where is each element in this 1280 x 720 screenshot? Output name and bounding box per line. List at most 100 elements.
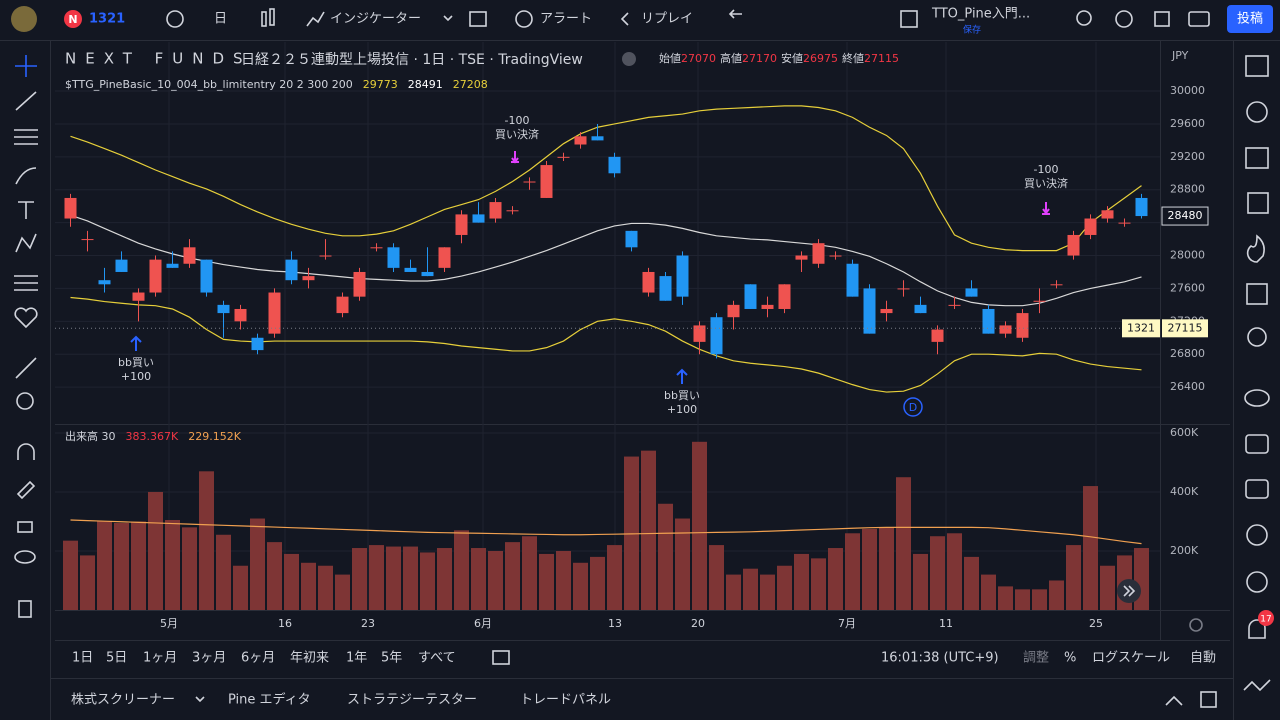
messages-icon[interactable]: [1245, 479, 1269, 499]
log-scale[interactable]: ログスケール: [1092, 651, 1170, 666]
interval[interactable]: 日: [214, 12, 227, 27]
candle-body: [540, 165, 553, 198]
tab-trade-panel[interactable]: トレードパネル: [520, 693, 611, 708]
axis-settings-icon[interactable]: [1189, 618, 1203, 632]
maximize-icon[interactable]: [1200, 691, 1217, 708]
range-button[interactable]: 1年: [346, 651, 367, 666]
alerts-icon[interactable]: [1246, 101, 1268, 123]
pattern-tool[interactable]: [15, 233, 37, 253]
fib-tool[interactable]: [14, 129, 38, 145]
calendar-icon[interactable]: [1246, 283, 1268, 305]
candle-body: [438, 247, 451, 268]
percent[interactable]: %: [1064, 651, 1076, 666]
settings-icon[interactable]: [1115, 10, 1133, 28]
range-button[interactable]: 年初来: [290, 651, 329, 666]
lock-draw-tool[interactable]: [16, 480, 36, 500]
candle-body: [1118, 222, 1131, 224]
text-tool[interactable]: [18, 201, 34, 219]
legend-title: 日経２２５連動型上場投信 · 1日 · TSE · TradingView: [241, 52, 583, 68]
range-button[interactable]: 5年: [381, 651, 402, 666]
snapshot-icon[interactable]: [1188, 11, 1210, 27]
brush-tool[interactable]: [15, 167, 37, 185]
left-toolbar: [14, 55, 38, 618]
volume-value: 383.367K: [126, 430, 179, 443]
x-tick-label: 23: [361, 617, 375, 630]
indicators[interactable]: インジケーター: [330, 12, 421, 27]
range-button[interactable]: 1ヶ月: [143, 651, 177, 666]
candle-body: [370, 247, 383, 249]
ideas-icon[interactable]: [1247, 327, 1267, 347]
legend-collapse[interactable]: [622, 52, 636, 66]
magnet-tool[interactable]: [17, 443, 35, 460]
favorites-tool[interactable]: [14, 307, 38, 329]
templates-icon[interactable]: [469, 11, 487, 27]
broadcast-icon[interactable]: [1246, 571, 1268, 593]
candle-body: [506, 210, 519, 212]
y-tick-label: 28800: [1170, 183, 1205, 196]
fullscreen-icon[interactable]: [1154, 11, 1170, 27]
candle-body: [234, 308, 247, 322]
lock-tool[interactable]: [17, 521, 33, 533]
layout-name[interactable]: TTO_Pine入門...: [931, 7, 1030, 22]
volume-bar: [811, 558, 826, 610]
delete-tool[interactable]: [18, 600, 32, 618]
hotlist-icon[interactable]: [1247, 192, 1269, 214]
support-icon[interactable]: [1246, 524, 1268, 546]
adjust[interactable]: 調整: [1023, 651, 1049, 666]
symbol[interactable]: 1321: [89, 12, 125, 27]
collapse-icon[interactable]: [1165, 695, 1183, 706]
range-button[interactable]: すべて: [418, 651, 456, 666]
trending-icon[interactable]: [1246, 234, 1265, 263]
chart-type-icon[interactable]: [261, 11, 267, 27]
volume-bar: [692, 441, 707, 610]
dropdown-icon[interactable]: [195, 696, 205, 703]
volume-bar: [1015, 589, 1030, 610]
layout-icon[interactable]: [900, 10, 918, 28]
volume-bar: [301, 562, 316, 610]
hide-tool[interactable]: [14, 550, 36, 564]
candle-body: [404, 267, 417, 272]
tab-screener[interactable]: 株式スクリーナー: [71, 693, 175, 708]
range-button[interactable]: 6ヶ月: [241, 651, 275, 666]
currency[interactable]: JPY: [1171, 49, 1189, 62]
tab-strategy-tester[interactable]: ストラテジーテスター: [347, 693, 477, 708]
news-icon[interactable]: [1245, 147, 1269, 169]
volume-bar: [828, 548, 843, 610]
tab-pine-editor[interactable]: Pine エディタ: [228, 692, 311, 708]
measure-tool[interactable]: [15, 357, 37, 379]
streams-icon[interactable]: [1244, 389, 1270, 407]
auto-scale[interactable]: 自動: [1190, 651, 1216, 666]
alert[interactable]: アラート: [540, 12, 592, 27]
annotation-qty: -100: [1034, 163, 1059, 176]
save-state: 保存: [963, 24, 981, 36]
cursor-tool[interactable]: [15, 55, 37, 77]
trading-icon[interactable]: [1243, 679, 1271, 692]
x-tick-label: 7月: [838, 617, 856, 630]
notifications-icon[interactable]: [1248, 619, 1266, 639]
undo-icon[interactable]: [728, 9, 742, 19]
prediction-tool[interactable]: [14, 275, 38, 291]
replay[interactable]: リプレイ: [641, 12, 693, 27]
volume-name: 出来高 30: [65, 429, 116, 443]
date-range-icon[interactable]: [492, 650, 510, 665]
range-button[interactable]: 3ヶ月: [192, 651, 226, 666]
candle-body: [183, 247, 196, 264]
line-tool[interactable]: [15, 91, 37, 111]
avatar[interactable]: [11, 6, 37, 32]
volume-bar: [845, 533, 860, 610]
range-button[interactable]: 5日: [106, 651, 127, 666]
zoom-tool[interactable]: [16, 392, 34, 410]
range-button[interactable]: 1日: [72, 651, 93, 666]
candle-body: [761, 304, 774, 309]
dividend-marker[interactable]: [903, 397, 923, 417]
alert-icon[interactable]: [515, 10, 533, 28]
publish: 投稿: [1237, 11, 1263, 27]
search-icon[interactable]: [1076, 10, 1092, 26]
add-symbol-icon[interactable]: [166, 10, 184, 28]
publish-button[interactable]: [1227, 5, 1273, 33]
candle-body: [863, 288, 876, 334]
watchlist-icon[interactable]: [1245, 55, 1269, 77]
chats-icon[interactable]: [1245, 434, 1269, 454]
dropdown-icon[interactable]: [443, 15, 453, 22]
